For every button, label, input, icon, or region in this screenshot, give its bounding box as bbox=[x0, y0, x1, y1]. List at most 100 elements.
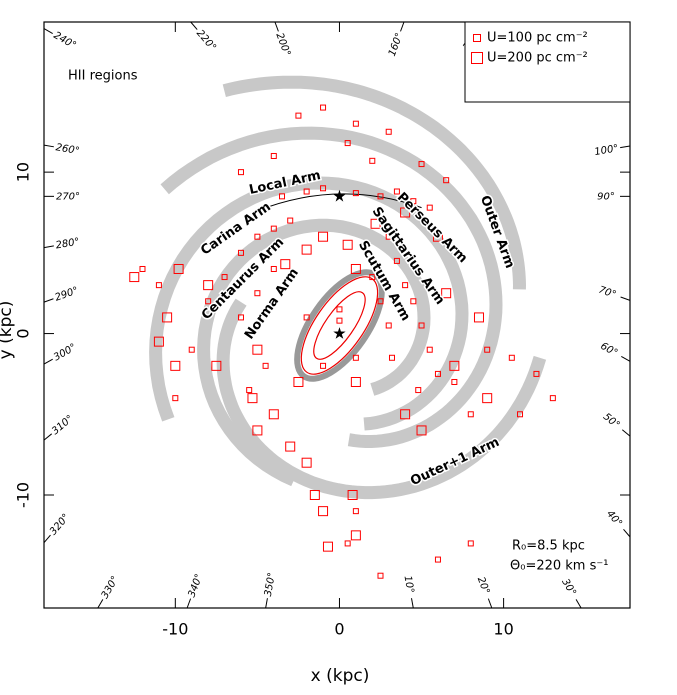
longitude-tick bbox=[621, 355, 631, 362]
longitude-tick bbox=[186, 598, 192, 609]
data-point bbox=[285, 441, 296, 452]
chart-title: HII regions bbox=[68, 69, 138, 84]
data-point bbox=[482, 393, 493, 404]
data-point bbox=[221, 274, 228, 281]
longitude-label: 350° bbox=[263, 572, 278, 598]
data-point bbox=[410, 198, 417, 205]
data-point bbox=[303, 188, 310, 195]
data-point bbox=[434, 556, 441, 563]
data-point bbox=[188, 346, 195, 353]
spiral-arm bbox=[222, 75, 527, 290]
data-point bbox=[211, 360, 222, 371]
longitude-tick bbox=[43, 358, 53, 365]
x-axis-label: x (kpc) bbox=[311, 666, 370, 686]
data-point bbox=[377, 572, 384, 579]
legend-marker bbox=[471, 52, 483, 64]
data-point bbox=[352, 508, 359, 515]
annotation: Θ₀=220 km s⁻¹ bbox=[510, 559, 608, 574]
data-point bbox=[449, 360, 460, 371]
data-point bbox=[162, 312, 173, 323]
longitude-label: 280° bbox=[55, 237, 81, 252]
data-point bbox=[517, 411, 524, 418]
data-point bbox=[268, 409, 279, 420]
data-point bbox=[377, 193, 384, 200]
data-point bbox=[203, 280, 214, 291]
data-point bbox=[350, 530, 361, 541]
spiral-arm bbox=[197, 218, 431, 487]
longitude-label: 270° bbox=[56, 191, 80, 202]
longitude-tick bbox=[190, 21, 198, 30]
longitude-label: 160° bbox=[387, 31, 406, 57]
longitude-label: 240° bbox=[51, 30, 77, 51]
data-point bbox=[388, 354, 395, 361]
data-point bbox=[246, 387, 253, 394]
data-point bbox=[252, 425, 263, 436]
data-point bbox=[467, 411, 474, 418]
data-point bbox=[410, 298, 417, 305]
longitude-label: 260° bbox=[55, 142, 81, 157]
data-point bbox=[129, 272, 140, 283]
data-point bbox=[139, 265, 146, 272]
data-point bbox=[402, 282, 409, 289]
data-point bbox=[451, 378, 458, 385]
longitude-label: 100° bbox=[594, 143, 620, 158]
y-tick-label: -10 bbox=[14, 482, 33, 508]
data-point bbox=[344, 540, 351, 547]
longitude-tick bbox=[487, 598, 493, 609]
data-point bbox=[270, 225, 277, 232]
longitude-label: 60° bbox=[598, 341, 619, 359]
data-point bbox=[237, 314, 244, 321]
data-point bbox=[262, 362, 269, 369]
data-point bbox=[301, 457, 312, 468]
data-point bbox=[270, 265, 277, 272]
spiral-arm bbox=[149, 176, 469, 431]
data-point bbox=[303, 314, 310, 321]
plot-frame bbox=[43, 21, 631, 609]
data-point bbox=[441, 288, 452, 299]
data-point bbox=[393, 188, 400, 195]
data-point bbox=[426, 346, 433, 353]
data-point bbox=[347, 489, 358, 500]
data-point bbox=[252, 344, 263, 355]
longitude-tick bbox=[97, 599, 104, 609]
longitude-label: 310° bbox=[50, 413, 76, 437]
longitude-tick bbox=[43, 144, 54, 148]
data-point bbox=[418, 161, 425, 168]
star-marker bbox=[333, 189, 346, 202]
longitude-label: 330° bbox=[100, 574, 122, 600]
longitude-label: 40° bbox=[604, 509, 624, 530]
longitude-tick bbox=[400, 21, 405, 32]
data-point bbox=[205, 298, 212, 305]
data-point bbox=[385, 233, 392, 240]
longitude-label: 10° bbox=[402, 575, 416, 594]
annotation: R₀=8.5 kpc bbox=[512, 539, 585, 554]
legend-label: U=200 pc cm⁻² bbox=[487, 51, 588, 66]
data-point bbox=[254, 233, 261, 240]
data-point bbox=[416, 425, 427, 436]
data-point bbox=[320, 362, 327, 369]
data-point bbox=[415, 387, 422, 394]
star-marker bbox=[333, 327, 346, 339]
data-point bbox=[400, 207, 411, 218]
data-point bbox=[301, 244, 312, 255]
longitude-tick bbox=[620, 296, 631, 301]
longitude-label: 90° bbox=[597, 191, 615, 202]
x-tick-label: -10 bbox=[162, 620, 188, 639]
longitude-tick bbox=[43, 433, 53, 441]
longitude-tick bbox=[621, 429, 631, 437]
data-point bbox=[508, 354, 515, 361]
data-point bbox=[369, 157, 376, 164]
x-tick-label: 0 bbox=[334, 620, 344, 639]
data-point bbox=[336, 306, 343, 313]
data-point bbox=[443, 177, 450, 184]
longitude-tick bbox=[43, 534, 51, 543]
data-point bbox=[400, 409, 411, 420]
longitude-tick bbox=[43, 28, 53, 34]
data-point bbox=[173, 263, 184, 274]
x-tick-label: 10 bbox=[493, 620, 513, 639]
longitude-label: 220° bbox=[194, 28, 218, 53]
data-point bbox=[350, 263, 361, 274]
data-point bbox=[172, 395, 179, 402]
data-point bbox=[473, 312, 484, 323]
